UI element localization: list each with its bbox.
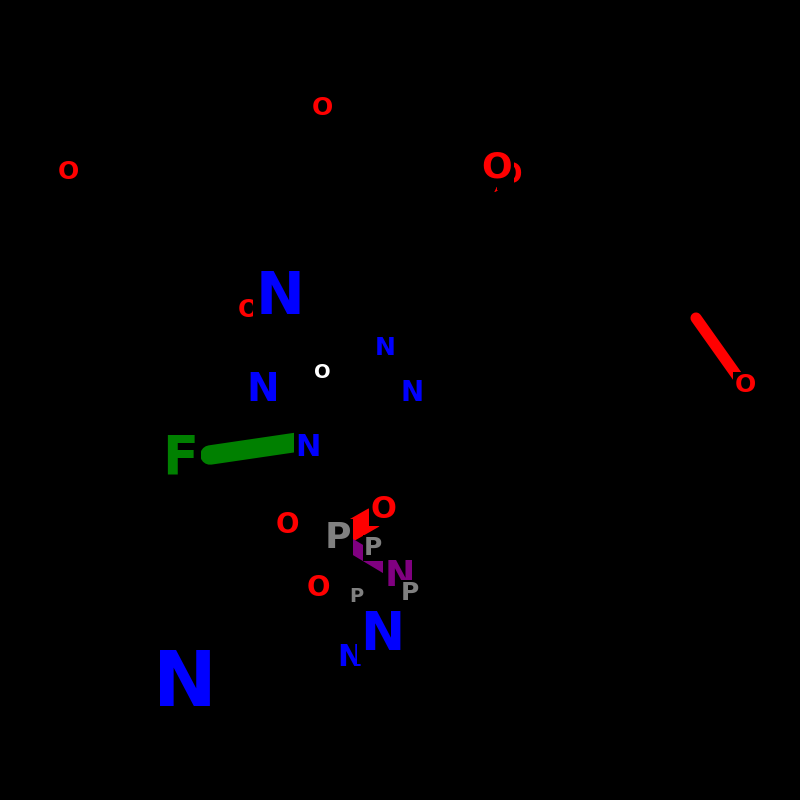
Text: N: N: [401, 379, 423, 407]
Text: O: O: [734, 373, 756, 397]
Text: O: O: [58, 160, 78, 184]
Text: N: N: [338, 643, 362, 673]
Text: N: N: [246, 371, 279, 409]
Text: N: N: [295, 433, 321, 462]
Text: N: N: [374, 336, 395, 360]
Text: O: O: [311, 96, 333, 120]
Text: O: O: [238, 298, 258, 322]
Text: N: N: [360, 609, 404, 661]
Text: O: O: [275, 511, 298, 539]
Text: N: N: [153, 648, 217, 722]
Text: O: O: [314, 363, 330, 382]
Text: O: O: [306, 574, 330, 602]
Text: O: O: [498, 161, 522, 189]
Text: O: O: [370, 495, 396, 525]
Text: P: P: [325, 521, 351, 555]
Text: N: N: [255, 270, 305, 326]
Text: N: N: [385, 559, 415, 593]
Text: P: P: [364, 536, 382, 560]
Text: P: P: [401, 581, 419, 605]
Text: O: O: [482, 151, 512, 185]
Text: P: P: [349, 586, 363, 606]
Text: F: F: [162, 432, 198, 484]
